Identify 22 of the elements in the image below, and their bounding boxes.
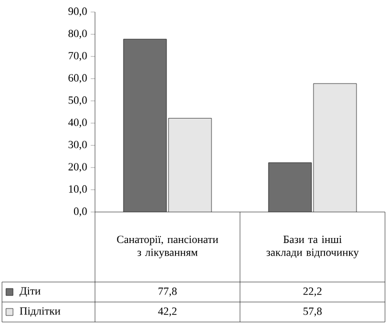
y-tick-label: 70,0 <box>68 52 87 61</box>
y-tick-label: 80,0 <box>68 30 87 39</box>
y-tick-label: 50,0 <box>68 96 87 106</box>
y-tick-label: 0,0 <box>74 208 87 216</box>
data-label: 42,2 <box>158 308 176 316</box>
x-tick-label: Санаторії, пансіонати з лікуванням <box>117 236 218 258</box>
y-tick-label: 40,0 <box>68 118 87 128</box>
x-tick-label: Бази та інші заклади відпочинку <box>266 236 359 258</box>
data-label: 77,8 <box>158 288 177 296</box>
bar <box>313 83 357 212</box>
data-label: 57,8 <box>304 308 322 316</box>
data-label: 22,2 <box>303 288 322 296</box>
y-tick-label: 20,0 <box>68 163 87 172</box>
y-tick-label: 60,0 <box>68 74 87 84</box>
legend-label: Підлітки <box>20 307 60 317</box>
bar <box>268 162 312 212</box>
bar <box>124 39 167 212</box>
legend-label: Діти <box>20 287 40 297</box>
y-tick-label: 90,0 <box>68 8 87 16</box>
y-tick-label: 30,0 <box>68 140 87 150</box>
bar <box>168 118 212 212</box>
y-tick-label: 10,0 <box>69 185 87 194</box>
